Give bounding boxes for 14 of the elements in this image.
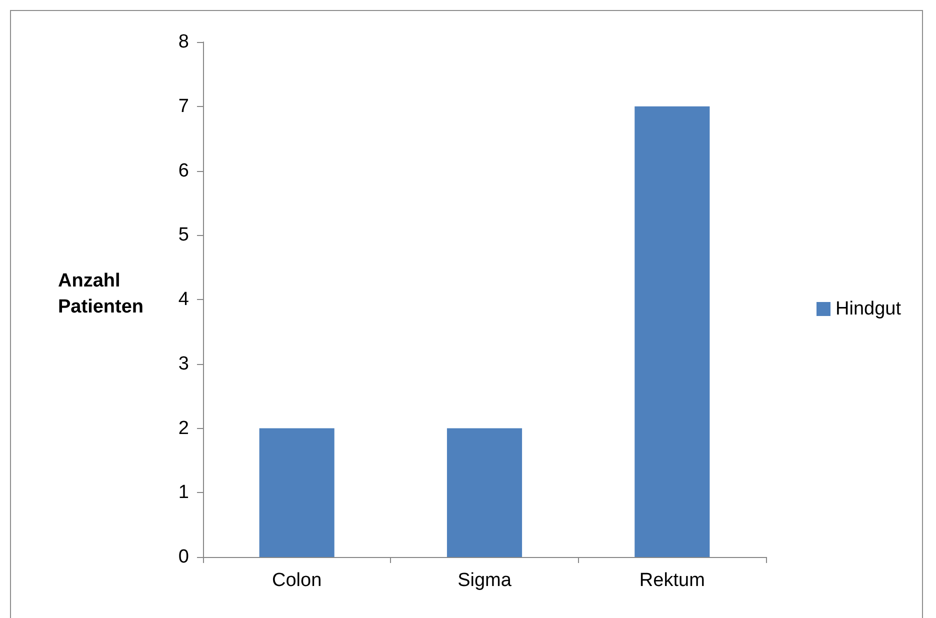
y-axis-title: Anzahl Patienten bbox=[58, 270, 144, 318]
legend-label: Hindgut bbox=[836, 298, 902, 320]
y-tick-label: 3 bbox=[178, 353, 189, 374]
y-tick-label: 7 bbox=[178, 96, 189, 117]
y-tick-label: 1 bbox=[178, 482, 189, 504]
x-tick-label: Sigma bbox=[458, 570, 512, 591]
x-tick-label: Colon bbox=[272, 570, 322, 591]
y-tick-label: 6 bbox=[178, 160, 189, 182]
y-tick-label: 8 bbox=[178, 32, 189, 52]
y-tick-label: 0 bbox=[178, 546, 189, 568]
y-tick-label: 4 bbox=[178, 289, 190, 310]
y-tick-label: 2 bbox=[178, 418, 189, 439]
y-tick-label: 5 bbox=[178, 224, 189, 246]
x-tick-label: Rektum bbox=[639, 570, 705, 591]
